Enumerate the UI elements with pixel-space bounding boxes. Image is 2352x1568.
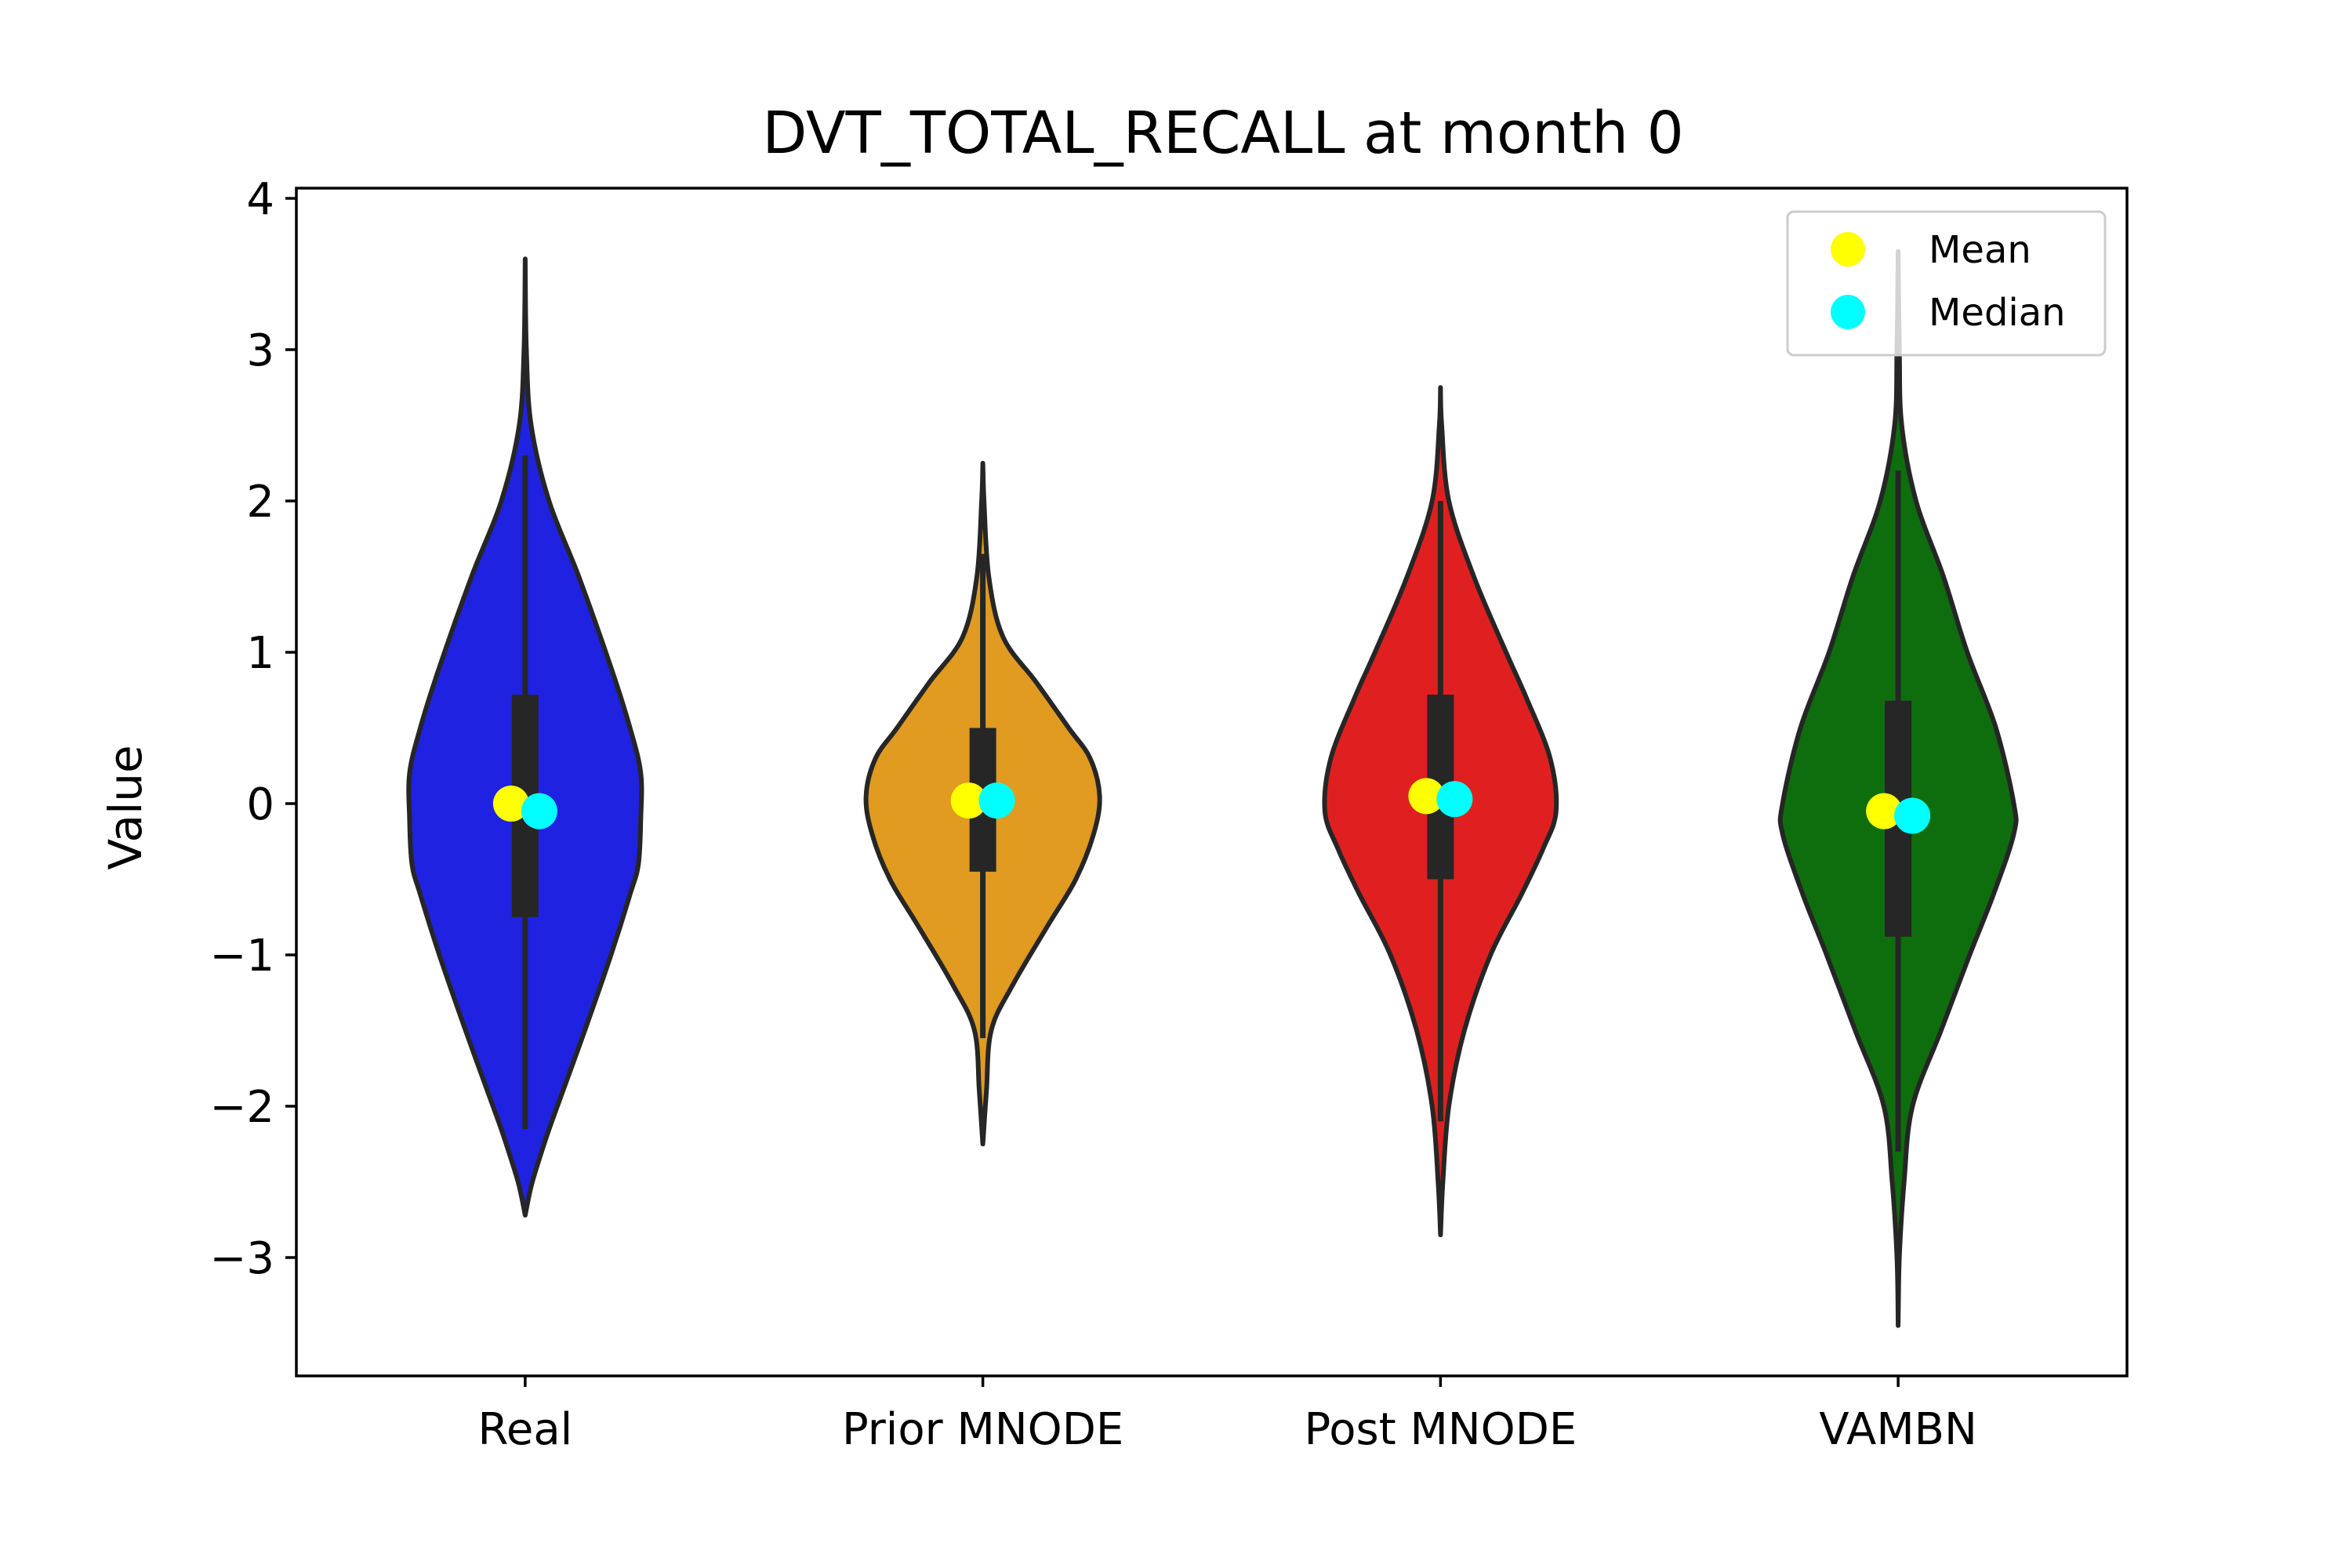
x-tick-label: VAMBN [1819,1404,1977,1455]
violins-layer [406,249,2019,1328]
violin-group [863,460,1102,1147]
median-marker [1894,797,1931,834]
ticks-layer: −3 −2 −1 0 1 2 3 4 Real Prior MNODE Post MNODE VAMB… [209,174,1977,1455]
legend-box [1786,210,2107,357]
x-tick-label: Prior MNODE [842,1404,1123,1455]
y-tick-label: −2 [209,1082,274,1133]
y-tick-label: −1 [209,931,274,982]
legend-label: Mean [1929,228,2031,272]
legend: Mean Median [1786,210,2107,357]
median-marker [1436,781,1473,818]
legend-marker [1831,232,1865,267]
y-tick-label: 2 [246,477,274,528]
legend-marker [1831,295,1865,329]
x-tick-label: Real [478,1404,573,1455]
legend-label: Median [1929,291,2066,335]
mean-marker [1408,778,1445,815]
chart-title: DVT_TOTAL_RECALL at month 0 [762,100,1683,167]
median-marker [521,793,557,829]
mean-marker [1866,793,1903,829]
mean-marker [492,786,529,822]
mean-marker [950,782,987,819]
y-tick-label: 1 [246,628,274,679]
plot-frame [295,187,2129,1377]
y-tick-label: −3 [209,1233,274,1284]
y-tick-label: 3 [246,325,274,376]
violin-group [1322,385,1559,1238]
violin-group [1777,249,2019,1328]
violin-group [406,256,644,1218]
median-marker [978,782,1015,819]
y-tick-label: 0 [246,779,274,830]
y-axis-label: Value [99,745,152,869]
y-tick-label: 4 [246,174,274,225]
x-tick-label: Post MNODE [1304,1404,1577,1455]
